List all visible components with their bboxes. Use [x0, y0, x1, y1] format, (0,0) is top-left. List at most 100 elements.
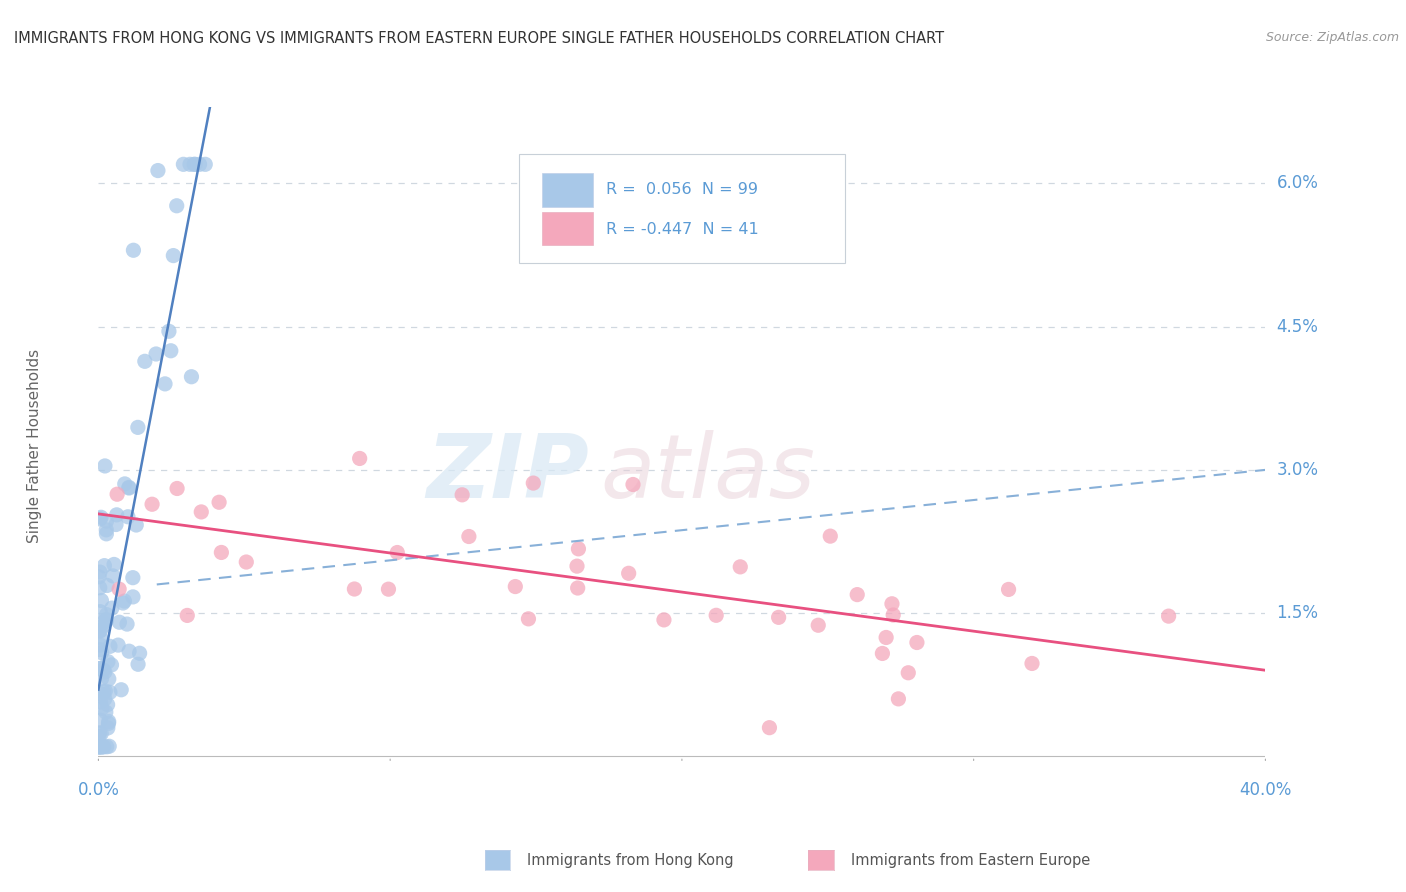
Point [505, 580, 527, 594]
Point [146, 163, 169, 178]
Point [89, 565, 111, 579]
Point [387, 545, 409, 559]
Point [157, 324, 180, 338]
Point [118, 644, 141, 658]
Point [110, 682, 132, 697]
Point [451, 488, 474, 502]
Point [97, 721, 120, 735]
Point [93, 618, 115, 632]
Point [105, 508, 128, 522]
Point [89, 624, 111, 638]
Point [87, 730, 110, 744]
Point [846, 588, 869, 602]
Text: Single Father Households: Single Father Households [27, 349, 42, 543]
Point [517, 612, 540, 626]
Point [89, 631, 111, 645]
Text: 1.5%: 1.5% [1277, 604, 1319, 622]
Point [807, 618, 830, 632]
Point [90, 687, 112, 701]
Point [96, 514, 118, 528]
Point [94, 705, 117, 719]
Point [176, 608, 198, 623]
Point [103, 558, 125, 572]
Point [90, 672, 112, 686]
Point [93, 615, 115, 630]
Point [997, 582, 1019, 597]
Point [617, 566, 640, 581]
Point [94, 665, 117, 679]
Point [96, 739, 118, 754]
Point [118, 481, 141, 495]
Point [91, 739, 114, 754]
Point [87, 739, 110, 754]
Point [108, 615, 131, 630]
Text: 6.0%: 6.0% [1277, 175, 1319, 193]
Point [882, 607, 904, 622]
Point [90, 726, 112, 740]
Point [96, 613, 118, 627]
Point [180, 369, 202, 384]
Point [377, 582, 399, 597]
Point [145, 347, 167, 361]
Point [89, 739, 111, 754]
Point [115, 617, 138, 632]
Point [93, 663, 115, 677]
Text: 40.0%: 40.0% [1239, 781, 1292, 799]
Point [125, 518, 148, 533]
Point [101, 601, 124, 615]
Point [172, 157, 194, 171]
Point [141, 497, 163, 511]
Point [97, 672, 120, 686]
Point [153, 376, 176, 391]
Point [194, 157, 217, 171]
Point [89, 642, 111, 657]
Point [235, 555, 257, 569]
Point [134, 354, 156, 368]
Point [758, 721, 780, 735]
Point [97, 698, 120, 712]
Point [97, 714, 120, 729]
Point [128, 646, 150, 660]
Point [768, 610, 790, 624]
Text: Immigrants from Eastern Europe: Immigrants from Eastern Europe [851, 854, 1090, 868]
Point [91, 701, 114, 715]
Point [166, 199, 188, 213]
Point [89, 624, 111, 638]
Point [90, 739, 112, 754]
Text: 0.0%: 0.0% [77, 781, 120, 799]
Point [522, 476, 544, 491]
Point [90, 510, 112, 524]
Point [887, 691, 910, 706]
Text: Immigrants from Hong Kong: Immigrants from Hong Kong [527, 854, 734, 868]
Point [90, 646, 112, 660]
Point [87, 739, 110, 754]
Point [127, 420, 149, 434]
Point [122, 244, 145, 258]
Point [91, 739, 114, 754]
Point [343, 582, 366, 596]
Point [89, 661, 111, 675]
Point [457, 529, 479, 543]
Point [98, 685, 121, 699]
Point [93, 558, 115, 573]
Point [96, 607, 118, 622]
Point [114, 476, 136, 491]
Point [875, 631, 897, 645]
Point [90, 593, 112, 607]
Point [96, 578, 118, 592]
Text: ZIP: ZIP [426, 430, 589, 516]
Point [87, 570, 110, 584]
Point [105, 517, 128, 532]
Point [567, 581, 589, 595]
Point [89, 638, 111, 652]
Point [117, 509, 139, 524]
Point [97, 716, 120, 731]
Text: IMMIGRANTS FROM HONG KONG VS IMMIGRANTS FROM EASTERN EUROPE SINGLE FATHER HOUSEH: IMMIGRANTS FROM HONG KONG VS IMMIGRANTS … [14, 31, 945, 46]
Point [166, 482, 188, 496]
Point [89, 581, 111, 595]
Point [97, 655, 120, 669]
Point [89, 512, 111, 526]
Point [94, 614, 117, 628]
Point [94, 458, 117, 473]
Point [89, 726, 111, 740]
